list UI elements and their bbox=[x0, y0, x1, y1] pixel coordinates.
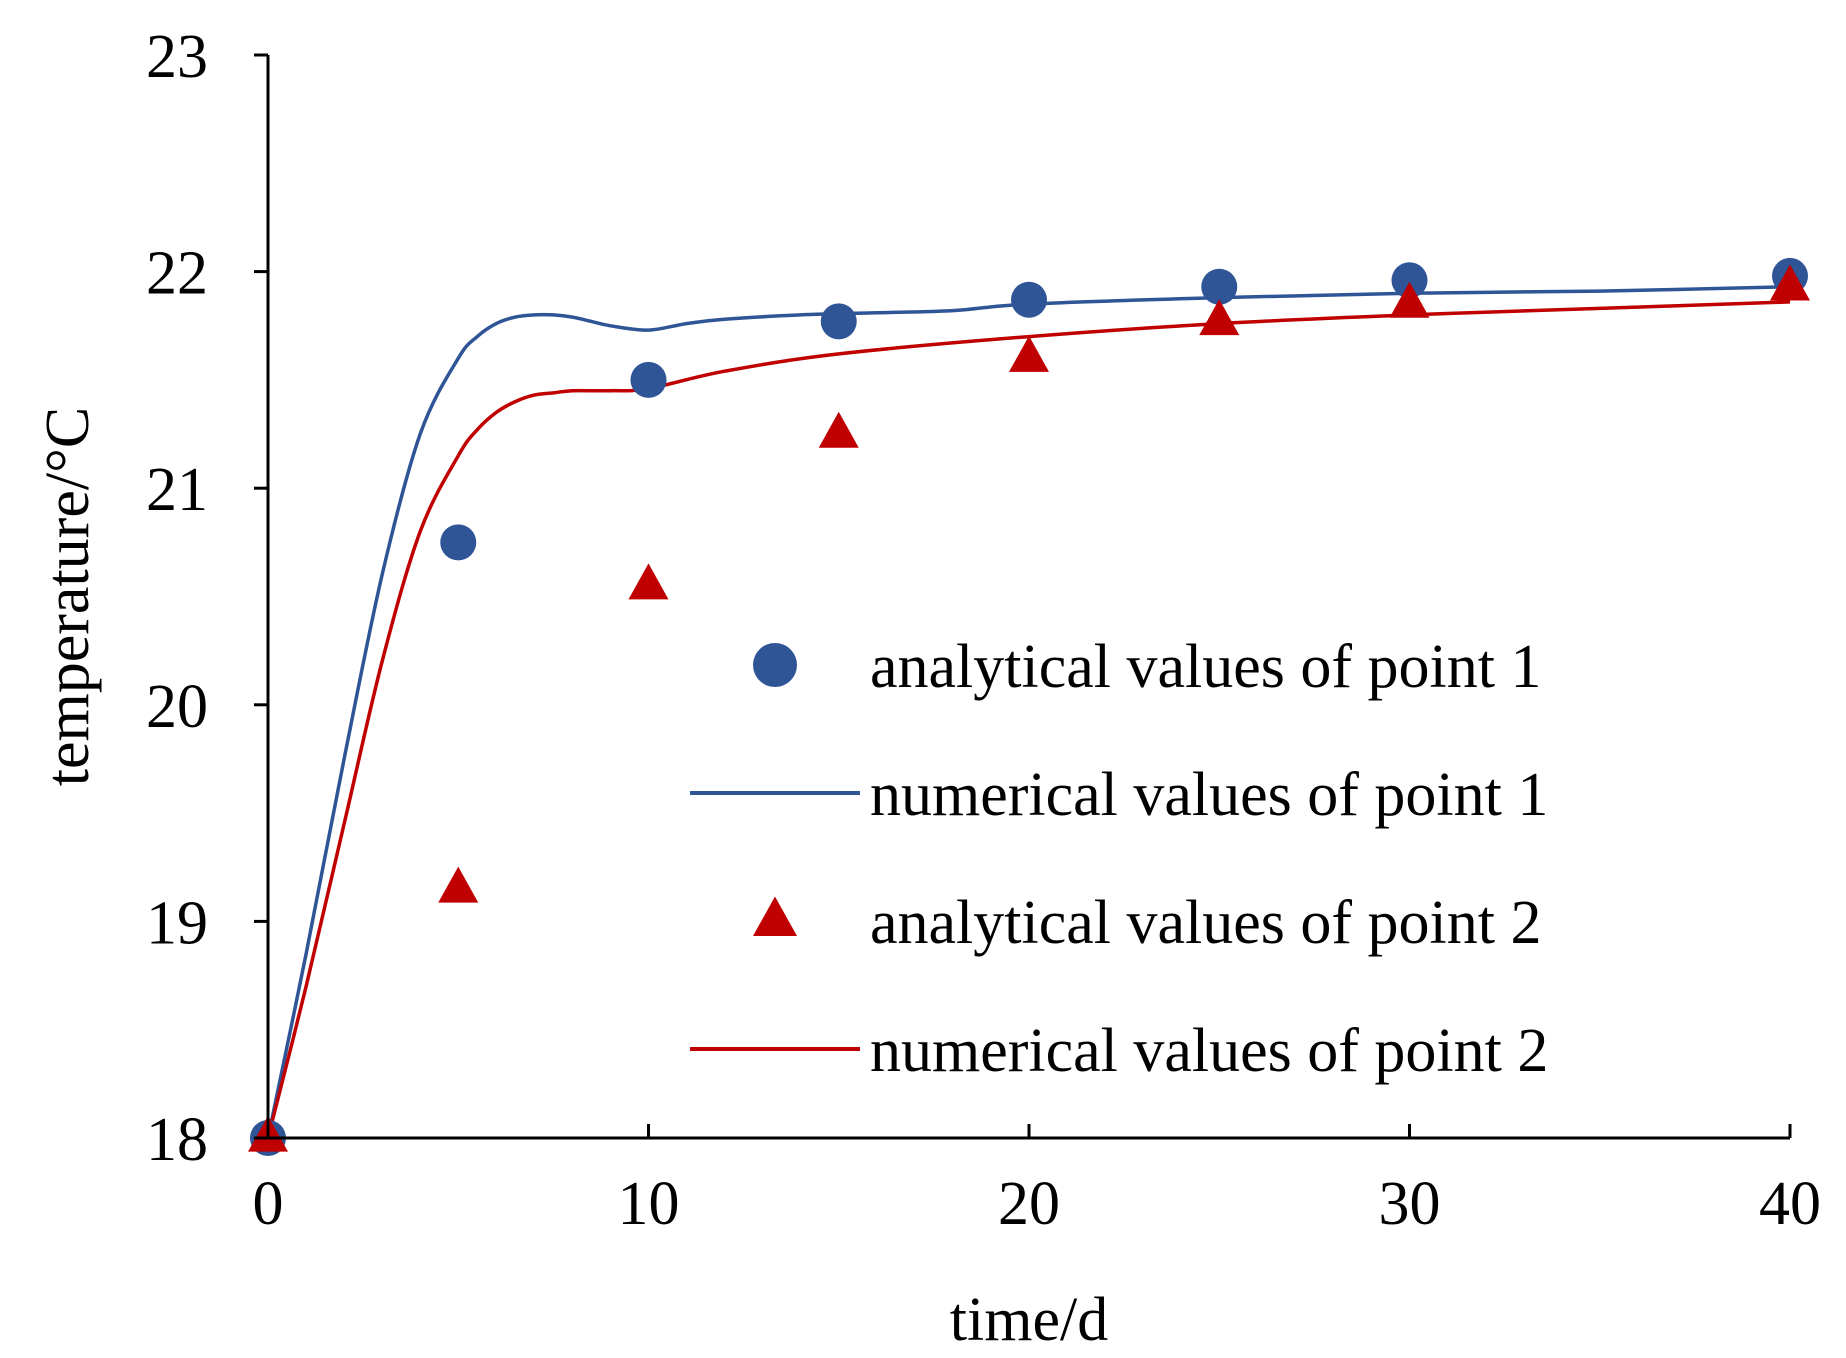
data-point-triangle bbox=[438, 866, 479, 903]
legend-label: numerical values of point 2 bbox=[870, 1017, 1548, 1085]
legend-marker-circle bbox=[753, 643, 797, 687]
x-axis-title: time/d bbox=[950, 1286, 1108, 1354]
data-point-circle bbox=[630, 361, 667, 398]
x-tick-label: 40 bbox=[1759, 1170, 1821, 1238]
data-point-triangle bbox=[1770, 264, 1810, 301]
axes: 18 19 20 21 22 23 0 10 20 30 40 bbox=[146, 23, 1821, 1238]
x-tick-label: 20 bbox=[998, 1170, 1060, 1238]
x-tick-label: 10 bbox=[618, 1170, 680, 1238]
y-tick-label: 18 bbox=[146, 1106, 208, 1174]
data-point-triangle bbox=[1199, 299, 1240, 336]
series-line-2 bbox=[266, 300, 1791, 1139]
y-tick-label: 20 bbox=[146, 673, 208, 741]
y-tick-label: 19 bbox=[146, 889, 208, 957]
legend-label: analytical values of point 2 bbox=[870, 889, 1541, 957]
data-point-circle bbox=[440, 524, 477, 561]
y-tick-label: 23 bbox=[146, 23, 208, 91]
data-point-circle bbox=[1391, 262, 1428, 299]
legend-marker-triangle bbox=[753, 896, 797, 937]
y-axis-title: temperature/°C bbox=[34, 407, 102, 786]
plot-area bbox=[248, 257, 1810, 1156]
data-point-triangle bbox=[628, 563, 669, 600]
y-tick-label: 22 bbox=[146, 240, 208, 308]
x-tick-label: 30 bbox=[1379, 1170, 1441, 1238]
legend-label: numerical values of point 1 bbox=[870, 761, 1548, 829]
data-point-triangle bbox=[1389, 281, 1430, 318]
x-tick-label: 0 bbox=[253, 1170, 284, 1238]
data-point-circle bbox=[1011, 281, 1047, 318]
data-point-circle bbox=[820, 303, 857, 340]
data-point-triangle bbox=[1009, 335, 1049, 372]
y-tick-label: 21 bbox=[146, 456, 208, 524]
legend-label: analytical values of point 1 bbox=[870, 633, 1541, 701]
legend: analytical values of point 1 numerical va… bbox=[690, 633, 1548, 1085]
data-point-circle bbox=[1201, 268, 1238, 305]
data-point-triangle bbox=[818, 411, 859, 448]
